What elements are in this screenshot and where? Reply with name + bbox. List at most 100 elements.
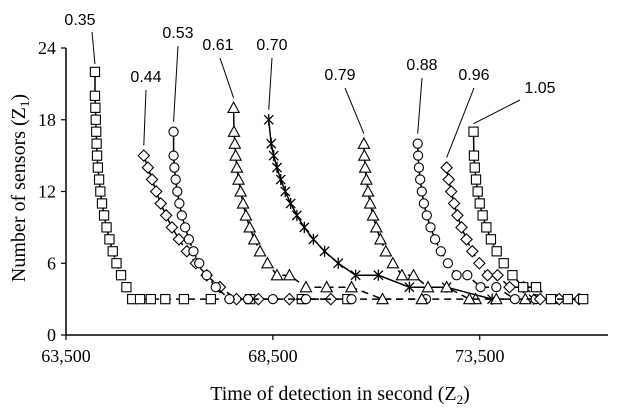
diamond-marker xyxy=(145,173,159,186)
square-marker xyxy=(101,222,112,233)
triangle-marker xyxy=(260,256,275,269)
series-label: 0.35 xyxy=(64,12,95,29)
y-tick-label: 18 xyxy=(38,110,56,130)
square-marker xyxy=(530,282,542,293)
x-axis-title: Time of detection in second (Z2) xyxy=(210,383,470,407)
series-line xyxy=(108,239,348,300)
diamond-marker xyxy=(451,209,464,222)
diamond-marker xyxy=(444,185,458,198)
triangle-marker xyxy=(228,136,242,149)
triangle-marker xyxy=(232,172,246,185)
square-marker xyxy=(468,150,480,161)
square-marker xyxy=(562,293,574,305)
diamond-marker xyxy=(159,209,173,222)
triangle-marker xyxy=(230,160,244,173)
triangle-marker xyxy=(373,232,387,245)
triangle-marker xyxy=(386,256,400,269)
series-label-leader xyxy=(417,77,423,134)
series-label-leader xyxy=(344,87,365,134)
square-marker xyxy=(107,246,118,257)
triangle-marker xyxy=(375,292,390,305)
circle-marker xyxy=(475,282,486,293)
diamond-marker xyxy=(533,292,547,306)
circle-marker xyxy=(300,293,312,305)
circle-marker xyxy=(172,186,183,197)
circle-marker xyxy=(267,293,279,305)
square-marker xyxy=(477,210,488,221)
square-marker xyxy=(121,282,132,293)
series-label: 0.88 xyxy=(406,57,437,74)
star-marker xyxy=(373,269,384,281)
series-label-leader xyxy=(268,57,273,110)
square-marker xyxy=(111,258,122,269)
series-0.35 xyxy=(89,66,353,305)
x-tick-label: 63,500 xyxy=(41,346,91,366)
square-marker xyxy=(470,174,482,185)
circle-marker xyxy=(413,162,425,173)
circle-marker xyxy=(224,293,235,305)
axes: 0 6 12 18 24 63,500 68,500 73,500 xyxy=(38,38,608,366)
series-label: 1.05 xyxy=(524,80,555,97)
diamond-marker xyxy=(481,268,494,282)
series-label-leader xyxy=(173,45,179,122)
star-marker xyxy=(271,161,283,174)
star-marker xyxy=(299,221,310,233)
diamond-marker xyxy=(442,173,456,186)
series-0.79 xyxy=(357,136,532,305)
triangle-marker xyxy=(421,280,435,293)
triangle-marker xyxy=(229,148,243,161)
series-label-leader xyxy=(446,87,475,158)
square-marker xyxy=(472,186,483,197)
triangle-marker xyxy=(462,292,476,305)
square-marker xyxy=(518,282,529,293)
triangle-marker xyxy=(299,280,313,293)
square-marker xyxy=(469,162,480,173)
square-marker xyxy=(115,270,127,281)
star-marker xyxy=(404,281,415,293)
series-label: 0.79 xyxy=(324,67,355,84)
series-label-leader xyxy=(143,89,147,146)
star-marker xyxy=(268,150,279,162)
square-marker xyxy=(92,162,104,173)
triangle-marker xyxy=(243,220,257,233)
square-marker xyxy=(498,258,509,269)
circle-marker xyxy=(168,150,179,161)
star-marker xyxy=(350,269,361,281)
diamond-marker xyxy=(440,161,454,174)
circle-marker xyxy=(210,282,221,293)
square-marker xyxy=(468,126,479,137)
triangle-marker xyxy=(358,160,372,173)
star-marker xyxy=(263,114,274,126)
circle-marker xyxy=(435,246,446,257)
square-marker xyxy=(134,293,146,305)
square-marker xyxy=(474,198,485,209)
star-marker xyxy=(319,245,330,257)
circle-marker xyxy=(462,270,473,281)
triangle-marker xyxy=(440,280,454,293)
diamond-marker xyxy=(149,185,163,198)
diamond-marker xyxy=(503,280,516,294)
x-tick-label: 73,500 xyxy=(455,346,505,366)
series-0.88 xyxy=(412,138,564,305)
square-marker xyxy=(98,210,110,221)
star-marker xyxy=(266,138,277,150)
circle-marker xyxy=(415,174,426,185)
circle-marker xyxy=(174,198,185,209)
square-marker xyxy=(507,270,518,281)
circle-marker xyxy=(188,246,199,257)
circle-marker xyxy=(416,186,427,197)
diamond-marker xyxy=(455,220,468,234)
x-tick-label: 68,500 xyxy=(248,346,298,366)
triangle-marker xyxy=(357,136,371,149)
square-marker xyxy=(178,293,190,305)
circle-marker xyxy=(412,138,423,149)
series-line xyxy=(379,238,526,300)
square-marker xyxy=(95,186,106,197)
series-label: 0.53 xyxy=(162,25,193,42)
triangle-marker xyxy=(415,292,429,305)
square-marker xyxy=(205,293,216,305)
diamond-marker xyxy=(165,220,179,234)
circle-marker xyxy=(183,234,195,245)
star-marker xyxy=(333,257,344,269)
